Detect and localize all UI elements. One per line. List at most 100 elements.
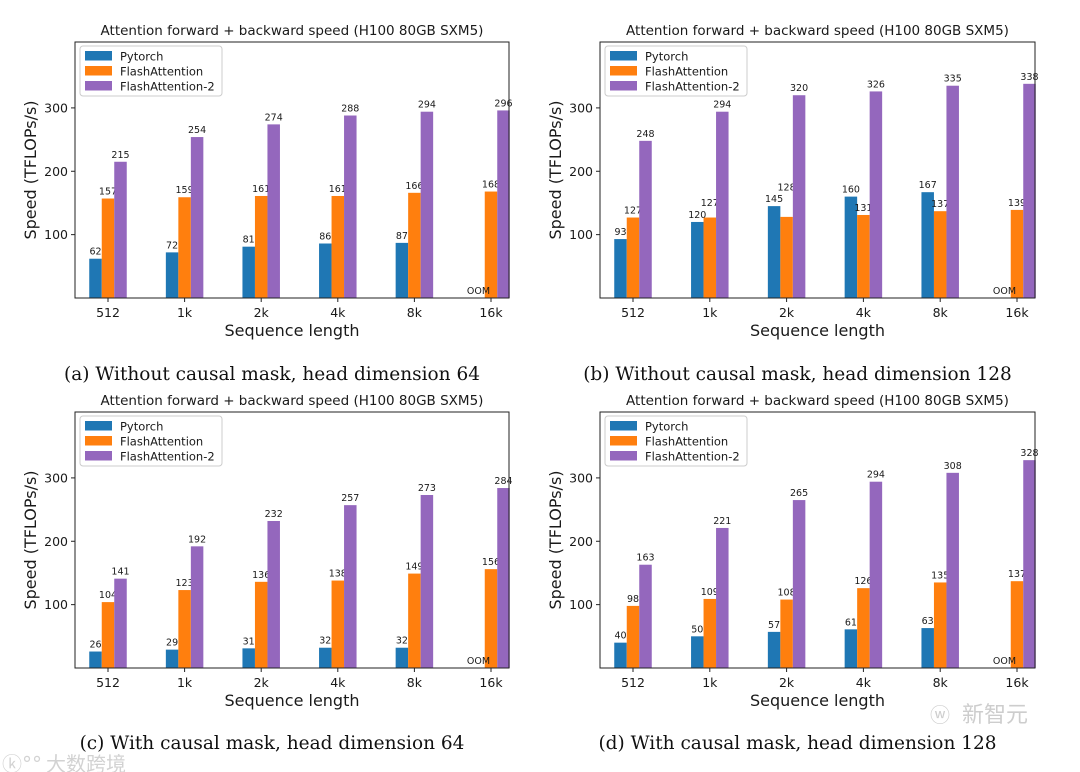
chart-title: Attention forward + backward speed (H100… <box>626 393 1009 409</box>
legend-label: FlashAttention-2 <box>120 80 215 94</box>
bar-pytorch-1k <box>165 649 179 668</box>
data-label: 137 <box>1008 569 1026 580</box>
legend-label: FlashAttention-2 <box>120 450 215 464</box>
x-tick-label: 1k <box>702 675 718 690</box>
data-label: 338 <box>1020 72 1038 83</box>
data-label: 50 <box>691 624 703 635</box>
subfigure-caption: (d) With causal mask, head dimension 128 <box>598 733 996 754</box>
chart-panel-c: Attention forward + backward speed (H100… <box>21 393 513 754</box>
bar-flashattention-2-16k <box>1023 460 1036 668</box>
data-label: 274 <box>265 112 283 123</box>
data-label: 192 <box>188 534 206 545</box>
watermark-right-text: 新智元 <box>962 703 1028 728</box>
x-tick-label: 8k <box>933 305 949 320</box>
subfigure-caption: (b) Without causal mask, head dimension … <box>583 364 1012 385</box>
bar-pytorch-2k <box>767 206 781 298</box>
bar-flashattention-8k <box>408 192 421 298</box>
x-tick-label: 2k <box>779 305 795 320</box>
data-label: 139 <box>1008 198 1026 209</box>
bar-flashattention-2-16k <box>497 488 510 668</box>
data-label: 62 <box>89 247 101 258</box>
data-label: 159 <box>176 185 194 196</box>
bar-pytorch-4k <box>844 629 858 668</box>
y-tick-label: 300 <box>569 470 593 485</box>
data-label: 326 <box>867 79 885 90</box>
bar-pytorch-1k <box>691 221 704 298</box>
x-axis-label: Sequence length <box>224 691 359 710</box>
data-label: 104 <box>99 590 117 601</box>
bar-flashattention-2k <box>780 216 793 298</box>
y-tick-label: 300 <box>44 100 68 115</box>
data-label: 136 <box>252 570 270 581</box>
x-tick-label: 8k <box>407 675 423 690</box>
y-axis-label: Speed (TFLOPs/s) <box>21 470 40 609</box>
axes-frame <box>74 41 510 299</box>
legend-label: Pytorch <box>120 50 163 64</box>
legend-swatch <box>85 421 112 431</box>
y-tick-label: 100 <box>44 227 68 242</box>
bar-flashattention-2k <box>254 195 268 298</box>
data-label: 167 <box>919 180 937 191</box>
data-label: 294 <box>867 470 885 481</box>
data-label: 168 <box>482 180 500 191</box>
data-label: 156 <box>482 557 500 568</box>
bar-flashattention-16k <box>1010 209 1024 298</box>
y-tick-label: 100 <box>569 227 593 242</box>
legend-label: Pytorch <box>645 50 688 64</box>
legend-swatch <box>85 66 112 76</box>
bar-pytorch-4k <box>319 647 332 668</box>
data-label: 294 <box>418 100 436 111</box>
bar-flashattention-2-4k <box>869 91 883 298</box>
legend-swatch <box>85 81 112 91</box>
x-tick-label: 4k <box>856 305 872 320</box>
data-label: 296 <box>494 98 512 109</box>
legend-swatch <box>85 436 112 446</box>
axes-frame <box>599 41 1036 299</box>
x-tick-label: 1k <box>177 305 193 320</box>
bar-flashattention-2-1k <box>190 137 204 298</box>
bar-flashattention-2-1k <box>716 527 729 668</box>
legend-swatch <box>610 451 637 461</box>
data-label: 120 <box>688 210 706 221</box>
bar-pytorch-512 <box>614 239 627 298</box>
data-label: 254 <box>188 125 206 136</box>
x-axis-label: Sequence length <box>750 691 885 710</box>
y-tick-label: 300 <box>569 100 593 115</box>
legend-swatch <box>610 81 637 91</box>
data-label: 328 <box>1020 448 1038 459</box>
x-tick-label: 4k <box>856 675 872 690</box>
bar-flashattention-1k <box>178 590 191 668</box>
bar-flashattention-1k <box>178 197 191 298</box>
data-label: 221 <box>713 516 731 527</box>
data-label: 161 <box>329 184 347 195</box>
axes-frame <box>74 411 510 669</box>
watermark-right-logo-icon: ⓦ <box>930 703 950 727</box>
axes-frame <box>599 411 1036 669</box>
bar-flashattention-512 <box>626 605 640 668</box>
x-tick-label: 4k <box>330 675 346 690</box>
x-tick-label: 2k <box>779 675 795 690</box>
data-label: 87 <box>396 231 408 242</box>
legend-box <box>79 45 223 97</box>
bar-flashattention-1k <box>703 598 717 668</box>
bar-flashattention-2-2k <box>267 124 280 298</box>
x-tick-label: 8k <box>933 675 949 690</box>
bar-flashattention-2-8k <box>946 472 959 668</box>
bar-flashattention-4k <box>331 195 345 298</box>
legend-box <box>79 415 223 467</box>
oom-annotation: OOM <box>993 286 1016 297</box>
bar-flashattention-1k <box>703 217 717 298</box>
bar-flashattention-2-4k <box>344 505 357 668</box>
bar-flashattention-2k <box>254 581 268 668</box>
watermark-left-text: 大数跨境 <box>46 752 126 772</box>
bar-flashattention-2-512 <box>114 161 127 298</box>
data-label: 128 <box>778 182 796 193</box>
y-tick-label: 200 <box>44 534 68 549</box>
data-label: 131 <box>854 203 872 214</box>
data-label: 81 <box>243 235 255 246</box>
data-label: 257 <box>341 493 359 504</box>
y-axis-label: Speed (TFLOPs/s) <box>21 100 40 239</box>
